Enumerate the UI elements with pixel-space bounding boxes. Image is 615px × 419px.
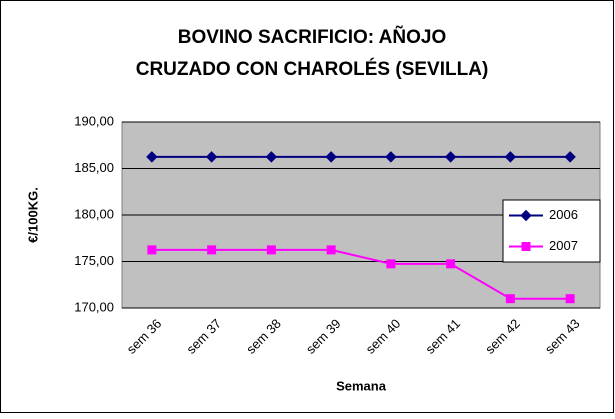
marker <box>446 259 456 269</box>
marker <box>521 242 531 251</box>
marker <box>207 245 217 255</box>
y-tick-label: 175,00 <box>74 253 114 268</box>
legend-label: 2007 <box>549 238 578 253</box>
marker <box>444 151 457 163</box>
legend-box <box>502 199 601 263</box>
chart-title: CRUZADO CON CHAROLÉS (SEVILLA) <box>136 58 489 80</box>
marker <box>205 151 218 163</box>
y-tick-label: 170,00 <box>74 299 114 314</box>
marker <box>505 294 515 304</box>
marker <box>385 151 397 163</box>
y-tick-label: 190,00 <box>74 113 114 128</box>
legend-label: 2006 <box>549 207 578 222</box>
marker <box>146 151 158 163</box>
marker <box>265 151 278 163</box>
marker <box>520 209 532 222</box>
marker <box>564 151 576 163</box>
marker <box>565 294 575 304</box>
marker <box>147 245 157 255</box>
chart-title: BOVINO SACRIFICIO: AÑOJO <box>178 26 446 48</box>
y-tick-label: 185,00 <box>74 160 114 175</box>
marker <box>504 151 517 163</box>
marker <box>326 245 336 255</box>
marker <box>386 259 396 269</box>
marker <box>266 245 276 255</box>
series-line <box>151 248 571 300</box>
marker <box>325 151 337 163</box>
y-axis-label: €/100KG. <box>25 187 40 243</box>
x-axis-label: Semana <box>336 378 387 393</box>
y-tick-label: 180,00 <box>74 206 114 221</box>
